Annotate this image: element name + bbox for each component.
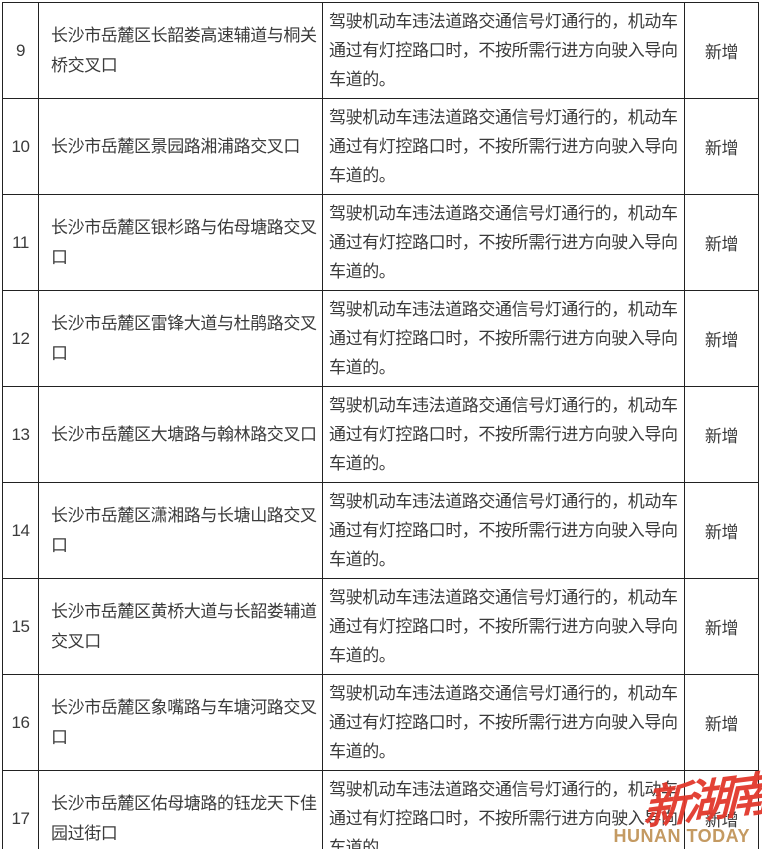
row-number: 10 bbox=[2, 98, 39, 195]
row-status: 新增 bbox=[684, 674, 759, 771]
row-location: 长沙市岳麓区潇湘路与长塘山路交叉口 bbox=[38, 482, 323, 579]
row-number: 14 bbox=[2, 482, 39, 579]
table-row: 17 长沙市岳麓区佑母塘路的钰龙天下佳园过街口 驾驶机动车违法道路交通信号灯通行的，… bbox=[2, 770, 759, 849]
row-number: 9 bbox=[2, 2, 39, 99]
row-status: 新增 bbox=[684, 386, 759, 483]
row-violation: 驾驶机动车违法道路交通信号灯通行的，机动车通过有灯控路口时，不按所需行进方向驶入… bbox=[322, 2, 685, 99]
row-violation: 驾驶机动车违法道路交通信号灯通行的，机动车通过有灯控路口时，不按所需行进方向驶入… bbox=[322, 386, 685, 483]
row-number: 13 bbox=[2, 386, 39, 483]
row-number: 12 bbox=[2, 290, 39, 387]
row-violation: 驾驶机动车违法道路交通信号灯通行的，机动车通过有灯控路口时，不按所需行进方向驶入… bbox=[322, 98, 685, 195]
row-location: 长沙市岳麓区银杉路与佑母塘路交叉口 bbox=[38, 194, 323, 291]
table-row: 16 长沙市岳麓区象嘴路与车塘河路交叉口 驾驶机动车违法道路交通信号灯通行的，机动车… bbox=[2, 674, 759, 771]
row-status: 新增 bbox=[684, 482, 759, 579]
table-row: 15 长沙市岳麓区黄桥大道与长韶娄辅道交叉口 驾驶机动车违法道路交通信号灯通行的，机… bbox=[2, 578, 759, 675]
row-violation: 驾驶机动车违法道路交通信号灯通行的，机动车通过有灯控路口时，不按所需行进方向驶入… bbox=[322, 770, 685, 849]
row-status: 新增 bbox=[684, 770, 759, 849]
row-status: 新增 bbox=[684, 98, 759, 195]
row-violation: 驾驶机动车违法道路交通信号灯通行的，机动车通过有灯控路口时，不按所需行进方向驶入… bbox=[322, 290, 685, 387]
row-location: 长沙市岳麓区景园路湘浦路交叉口 bbox=[38, 98, 323, 195]
table-row: 11 长沙市岳麓区银杉路与佑母塘路交叉口 驾驶机动车违法道路交通信号灯通行的，机动车… bbox=[2, 194, 759, 291]
row-status: 新增 bbox=[684, 290, 759, 387]
row-location: 长沙市岳麓区黄桥大道与长韶娄辅道交叉口 bbox=[38, 578, 323, 675]
row-violation: 驾驶机动车违法道路交通信号灯通行的，机动车通过有灯控路口时，不按所需行进方向驶入… bbox=[322, 578, 685, 675]
row-location: 长沙市岳麓区佑母塘路的钰龙天下佳园过街口 bbox=[38, 770, 323, 849]
row-status: 新增 bbox=[684, 194, 759, 291]
table-row: 13 长沙市岳麓区大塘路与翰林路交叉口 驾驶机动车违法道路交通信号灯通行的，机动车通… bbox=[2, 386, 759, 483]
table-row: 10 长沙市岳麓区景园路湘浦路交叉口 驾驶机动车违法道路交通信号灯通行的，机动车通过… bbox=[2, 98, 759, 195]
row-violation: 驾驶机动车违法道路交通信号灯通行的，机动车通过有灯控路口时，不按所需行进方向驶入… bbox=[322, 194, 685, 291]
row-number: 11 bbox=[2, 194, 39, 291]
row-location: 长沙市岳麓区象嘴路与车塘河路交叉口 bbox=[38, 674, 323, 771]
table-row: 9 长沙市岳麓区长韶娄高速辅道与桐关桥交叉口 驾驶机动车违法道路交通信号灯通行的，机… bbox=[2, 2, 759, 99]
row-status: 新增 bbox=[684, 578, 759, 675]
row-number: 17 bbox=[2, 770, 39, 849]
table-row: 14 长沙市岳麓区潇湘路与长塘山路交叉口 驾驶机动车违法道路交通信号灯通行的，机动车… bbox=[2, 482, 759, 579]
row-location: 长沙市岳麓区大塘路与翰林路交叉口 bbox=[38, 386, 323, 483]
row-location: 长沙市岳麓区长韶娄高速辅道与桐关桥交叉口 bbox=[38, 2, 323, 99]
row-number: 15 bbox=[2, 578, 39, 675]
row-location: 长沙市岳麓区雷锋大道与杜鹃路交叉口 bbox=[38, 290, 323, 387]
row-number: 16 bbox=[2, 674, 39, 771]
row-violation: 驾驶机动车违法道路交通信号灯通行的，机动车通过有灯控路口时，不按所需行进方向驶入… bbox=[322, 482, 685, 579]
row-violation: 驾驶机动车违法道路交通信号灯通行的，机动车通过有灯控路口时，不按所需行进方向驶入… bbox=[322, 674, 685, 771]
table-row: 12 长沙市岳麓区雷锋大道与杜鹃路交叉口 驾驶机动车违法道路交通信号灯通行的，机动车… bbox=[2, 290, 759, 387]
row-status: 新增 bbox=[684, 2, 759, 99]
